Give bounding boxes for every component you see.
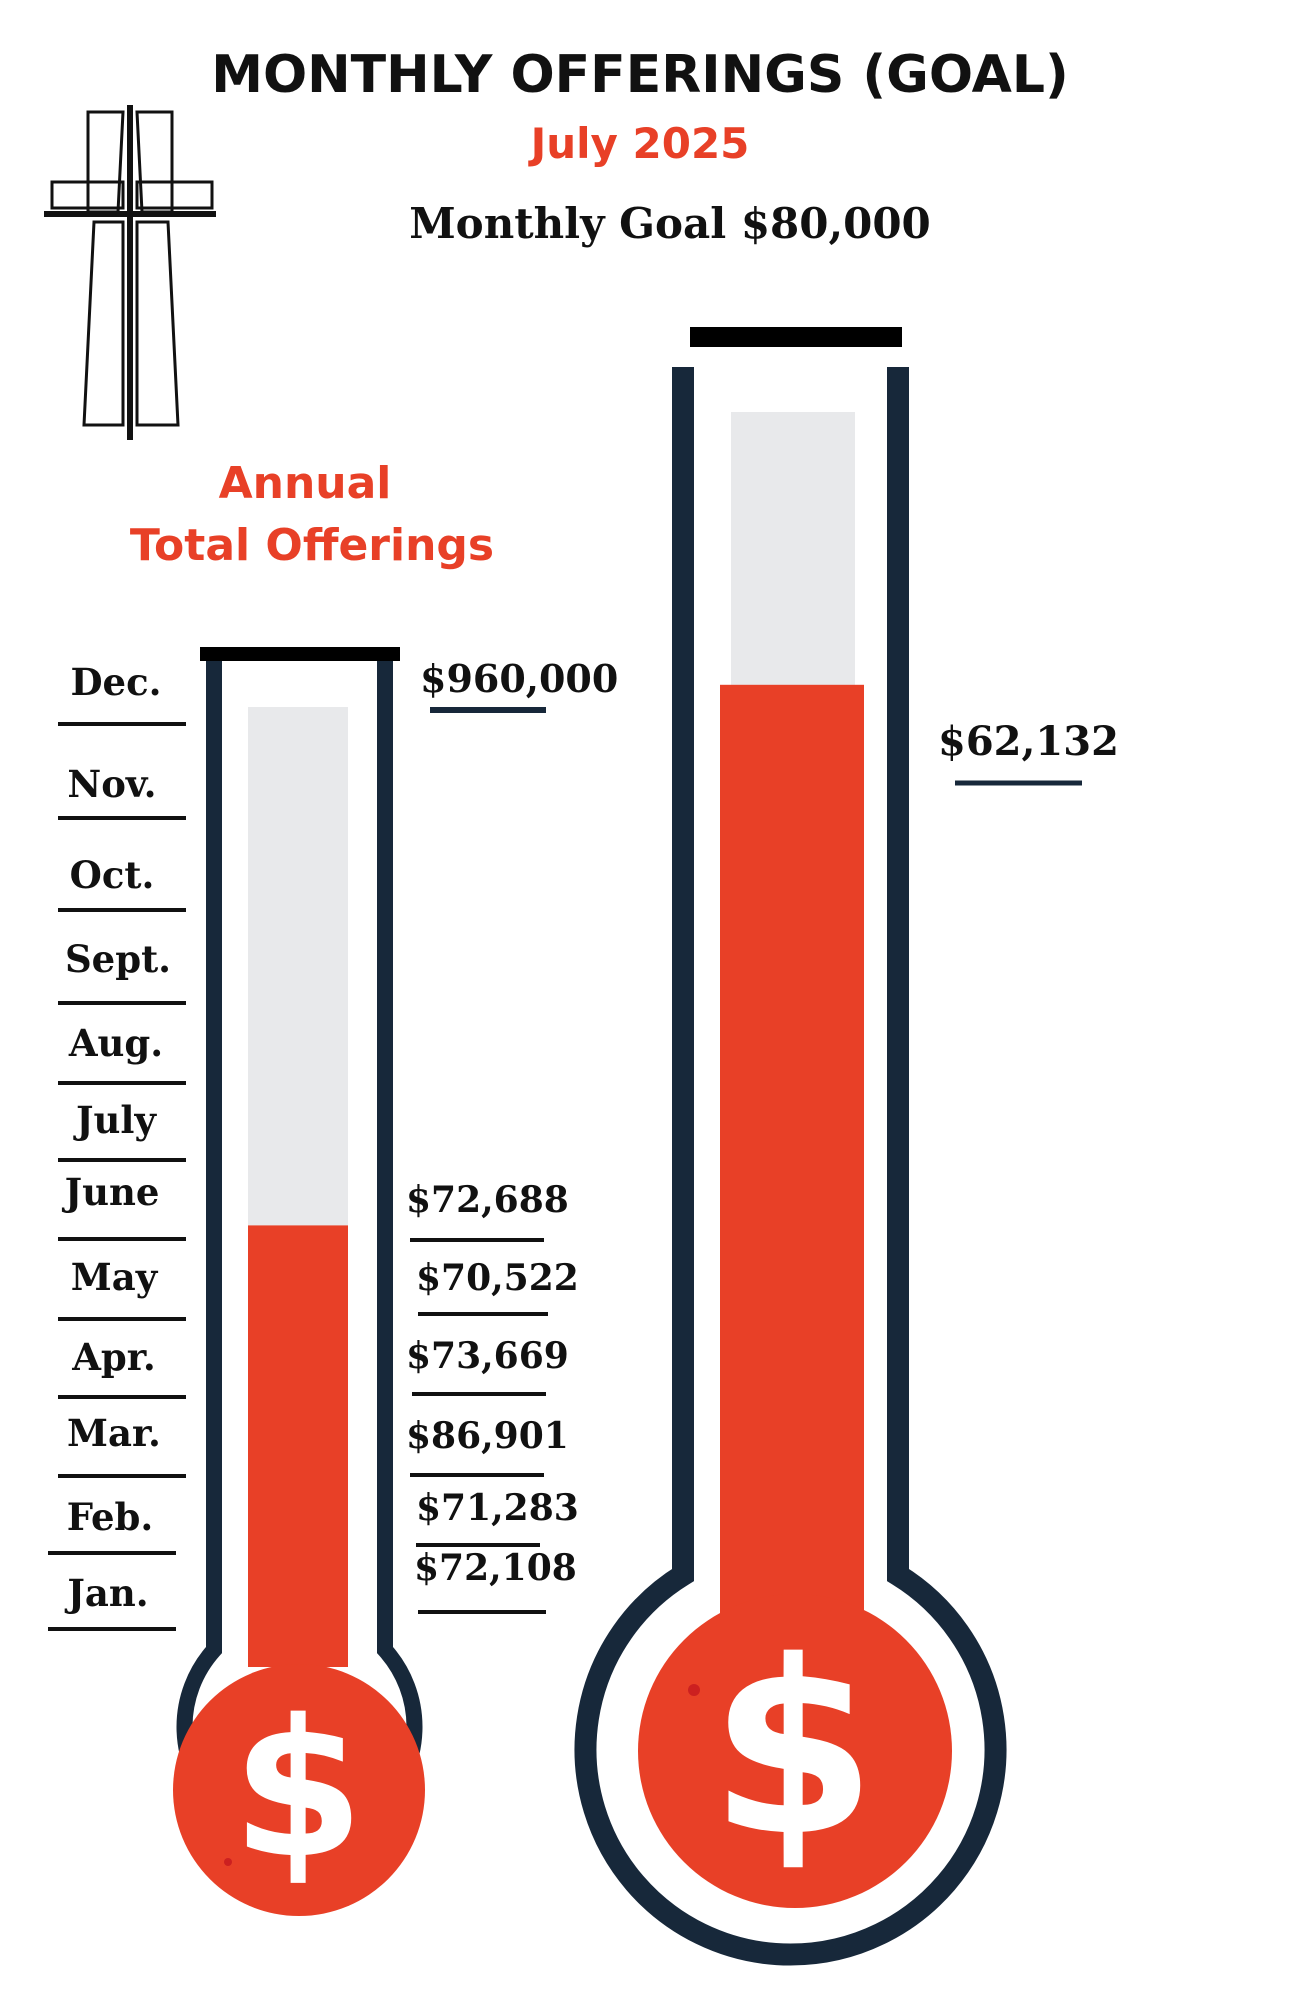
monthly-goal-text: Monthly Goal $80,000 <box>409 199 931 248</box>
month-label: Sept. <box>65 937 171 981</box>
month-label: Aug. <box>68 1021 163 1065</box>
monthly-thermometer-bulb <box>638 1594 952 1908</box>
month-amount: $70,522 <box>416 1257 579 1299</box>
month-label: June <box>62 1170 160 1214</box>
annual-heading-line-1: Annual <box>219 458 392 509</box>
monthly-thermometer-cap <box>690 327 902 347</box>
month-label: Oct. <box>70 853 155 897</box>
month-label: Feb. <box>67 1495 154 1539</box>
annual-thermometer-bulb <box>173 1664 425 1916</box>
bulb-dot <box>224 1858 232 1866</box>
month-amount: $72,688 <box>406 1179 569 1221</box>
month-label: Jan. <box>64 1571 148 1615</box>
cross-icon <box>44 105 216 440</box>
month-label: Nov. <box>67 762 156 806</box>
month-amount: $73,669 <box>406 1335 569 1377</box>
dollar-icon: $ <box>710 1609 877 1889</box>
annual-heading-line-2: Total Offerings <box>130 520 494 571</box>
monthly-amount-label: $62,132 <box>938 718 1119 765</box>
month-label: May <box>71 1255 159 1299</box>
month-label: July <box>73 1098 157 1142</box>
month-amount: $71,283 <box>416 1487 579 1529</box>
month-label: Mar. <box>67 1411 161 1455</box>
annual-thermometer-cap <box>200 647 400 661</box>
month-amount: $72,108 <box>414 1547 577 1589</box>
page-title: MONTHLY OFFERINGS (GOAL) <box>211 45 1069 105</box>
month-labels: Dec. Nov. Oct. Sept. Aug. July June May Apr. Mar.… <box>48 660 186 1631</box>
month-label: Dec. <box>70 660 161 704</box>
monthly-thermometer-fill <box>720 684 864 1652</box>
annual-goal-label: $960,000 <box>420 656 618 701</box>
page-subtitle: July 2025 <box>528 119 750 168</box>
month-amounts: $72,688 $70,522 $73,669 $86,901 $71,283 $72,1… <box>406 1179 579 1614</box>
month-label: Apr. <box>71 1335 156 1379</box>
dollar-icon: $ <box>232 1679 364 1900</box>
month-amount: $86,901 <box>406 1415 569 1457</box>
annual-thermometer: $ <box>173 647 425 1916</box>
annual-thermometer-fill <box>248 1225 348 1667</box>
monthly-thermometer: $ <box>574 327 1007 1966</box>
bulb-dot <box>688 1684 700 1696</box>
monthly-thermometer-frame <box>574 367 1007 1966</box>
